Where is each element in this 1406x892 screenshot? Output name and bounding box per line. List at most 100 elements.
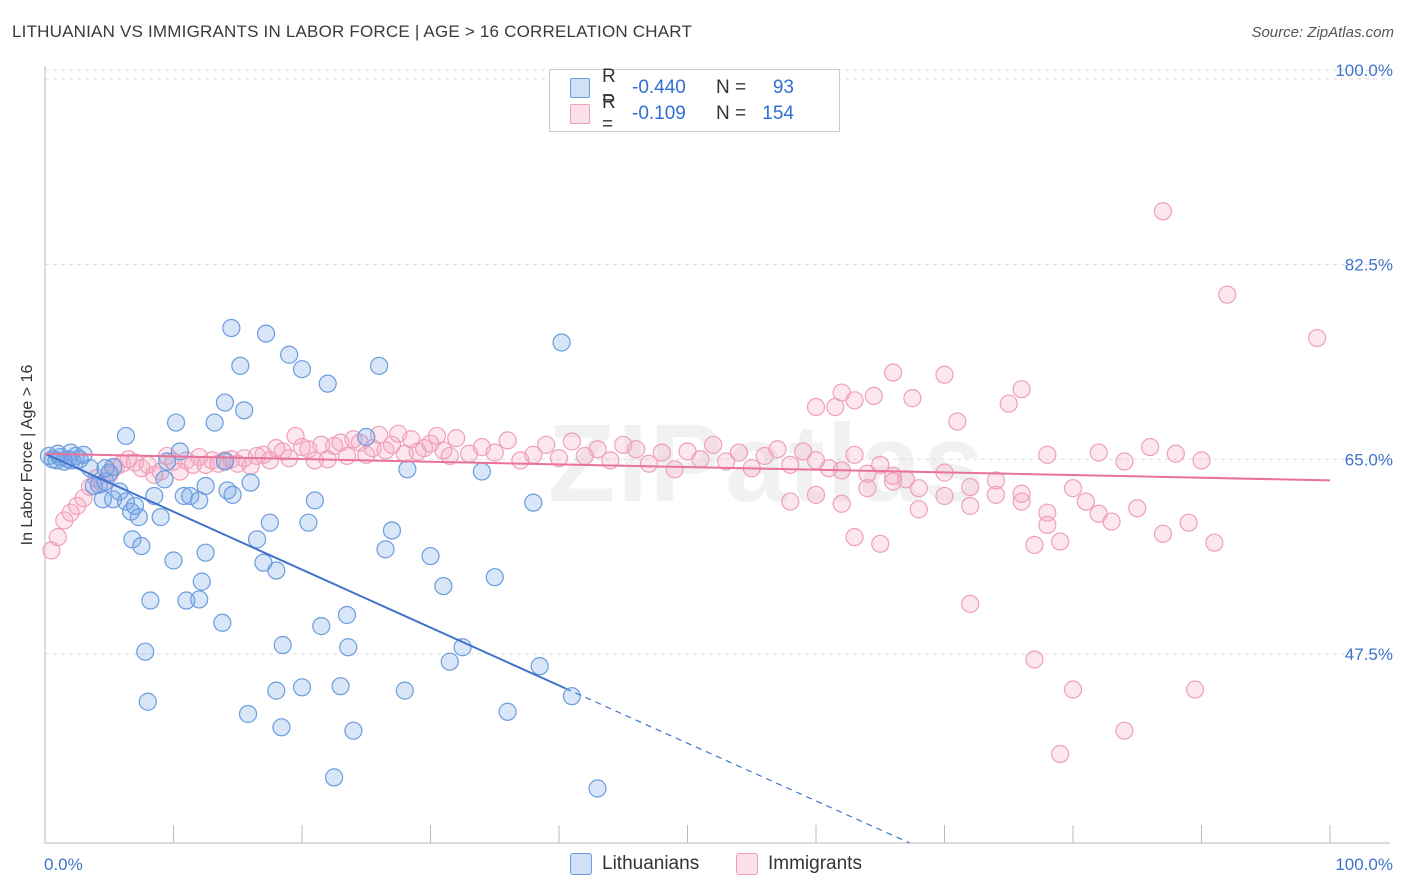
legend-item-lithuanians[interactable]: Lithuanians	[570, 853, 699, 875]
lithuanians-point	[325, 768, 344, 787]
lithuanians-point	[96, 459, 115, 478]
immigrants-point	[961, 496, 980, 516]
legend-item-immigrants[interactable]: Immigrants	[736, 853, 862, 875]
lithuanians-point	[376, 540, 395, 559]
lithuanians-point	[215, 452, 234, 471]
immigrants-point	[639, 454, 659, 473]
chart-title: LITHUANIAN VS IMMIGRANTS IN LABOR FORCE …	[12, 22, 693, 41]
lithuanians-point	[273, 635, 292, 655]
immigrants-point	[781, 492, 800, 511]
lithuanians-point	[125, 496, 145, 516]
lithuanians-point	[485, 568, 504, 587]
lithuanians-point	[267, 561, 286, 580]
lithuanians-point	[530, 657, 549, 676]
series-legend: Lithuanians Immigrants	[0, 853, 1406, 879]
lithuanians-point	[588, 779, 607, 798]
immigrants-point	[1185, 680, 1205, 699]
immigrants-point	[549, 449, 569, 468]
lithuanians-trend-line	[44, 452, 566, 690]
immigrants-point	[1089, 443, 1108, 462]
immigrants-point	[1308, 328, 1327, 348]
immigrants-point	[883, 472, 903, 491]
immigrants-point	[1051, 532, 1070, 551]
lithuanians-point	[177, 591, 196, 610]
legend-row-immigrants: R = -0.109 N = 154	[570, 92, 794, 135]
lithuanians-point	[93, 490, 112, 509]
immigrants-trend-line	[44, 452, 1331, 482]
lithuanians-point	[151, 508, 170, 527]
lithuanians-point	[256, 324, 276, 343]
immigrants-point	[729, 443, 749, 462]
immigrants-point	[832, 494, 851, 513]
lithuanians-point	[241, 473, 260, 492]
immigrants-points	[42, 202, 1327, 764]
lithuanians-point	[123, 530, 142, 549]
correlation-legend: R = -0.440 N = 93 R = -0.109 N = 154	[549, 66, 840, 135]
immigrants-point	[1192, 451, 1211, 470]
lithuanians-point	[222, 318, 241, 338]
lithuanians-point	[331, 677, 350, 696]
lithuanians-point	[382, 521, 402, 540]
y-tick-label: 47.5%	[1345, 645, 1393, 664]
legend-swatch-blue	[570, 78, 590, 98]
lithuanians-point	[260, 513, 279, 532]
immigrants-point	[845, 391, 864, 410]
legend-swatch-pink	[736, 853, 758, 875]
legend-swatch-pink	[570, 104, 590, 124]
lithuanians-point	[215, 393, 234, 412]
immigrants-point	[1025, 650, 1044, 669]
immigrants-point	[794, 442, 813, 461]
immigrants-point	[626, 440, 646, 459]
lithuanians-point	[205, 413, 224, 432]
immigrants-point	[1166, 444, 1185, 463]
lithuanians-point	[166, 413, 186, 432]
lithuanians-point	[231, 356, 250, 375]
immigrants-point	[858, 464, 877, 483]
lithuanians-point	[292, 360, 312, 379]
source-label: Source: ZipAtlas.com	[1251, 24, 1394, 41]
y-tick-label: 65.0%	[1345, 450, 1393, 469]
lithuanians-point	[398, 460, 417, 479]
lithuanians-point	[181, 486, 200, 506]
immigrants-point	[1038, 503, 1057, 522]
y-axis-label: In Labor Force | Age > 16	[19, 364, 36, 546]
lithuanians-point	[344, 721, 363, 740]
lithuanians-point	[247, 530, 267, 549]
lithuanians-points	[39, 318, 607, 798]
immigrants-point	[935, 486, 954, 506]
lithuanians-point	[164, 551, 183, 570]
immigrants-point	[903, 389, 922, 408]
lithuanians-point	[136, 642, 155, 661]
immigrants-point	[909, 500, 928, 519]
lithuanians-point	[434, 576, 453, 596]
immigrants-point	[440, 446, 459, 466]
immigrants-point	[1076, 492, 1095, 511]
immigrants-point	[286, 426, 305, 446]
y-tick-label: 82.5%	[1345, 256, 1393, 275]
lithuanians-point	[318, 374, 337, 393]
legend-label-lithuanians: Lithuanians	[602, 853, 700, 874]
immigrants-point	[909, 479, 928, 498]
immigrants-point	[1179, 513, 1198, 532]
immigrants-point	[61, 503, 80, 522]
lithuanians-point	[223, 485, 242, 504]
immigrants-point	[48, 528, 67, 547]
immigrants-point	[781, 455, 800, 474]
lithuanians-point	[104, 457, 123, 477]
lithuanians-point	[472, 462, 491, 481]
immigrants-point	[562, 432, 581, 451]
lithuanians-point	[116, 492, 136, 511]
lithuanians-point	[440, 652, 459, 671]
immigrants-point	[1063, 479, 1083, 498]
lithuanians-point	[337, 605, 357, 625]
immigrants-point	[691, 450, 710, 469]
immigrants-point	[864, 386, 883, 405]
lithuanians-point	[196, 476, 215, 496]
immigrants-point	[1115, 721, 1134, 740]
legend-r-label: R =	[602, 66, 616, 109]
immigrants-point	[652, 443, 671, 462]
legend-row-lithuanians: R = -0.440 N = 93	[570, 66, 794, 109]
immigrants-point	[1012, 484, 1031, 503]
legend-n-value: 93	[772, 77, 794, 98]
legend-n-label: N =	[716, 77, 747, 98]
